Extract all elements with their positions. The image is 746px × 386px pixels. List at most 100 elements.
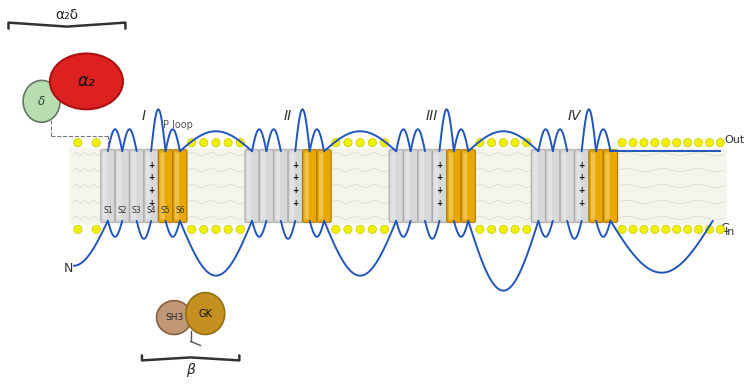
- FancyBboxPatch shape: [577, 153, 581, 219]
- Circle shape: [618, 139, 626, 147]
- FancyBboxPatch shape: [288, 150, 302, 222]
- Circle shape: [499, 139, 507, 147]
- FancyBboxPatch shape: [533, 153, 538, 219]
- Circle shape: [523, 225, 531, 234]
- Text: +: +: [579, 173, 585, 183]
- Circle shape: [640, 225, 648, 234]
- Circle shape: [332, 139, 340, 147]
- Text: I: I: [142, 109, 146, 123]
- Circle shape: [476, 139, 484, 147]
- Circle shape: [344, 139, 352, 147]
- Circle shape: [332, 225, 340, 234]
- Circle shape: [651, 139, 659, 147]
- Text: +: +: [579, 186, 585, 195]
- Circle shape: [683, 139, 692, 147]
- FancyBboxPatch shape: [290, 153, 295, 219]
- FancyBboxPatch shape: [591, 153, 595, 219]
- Circle shape: [200, 139, 208, 147]
- Circle shape: [356, 225, 364, 234]
- Circle shape: [212, 225, 220, 234]
- Circle shape: [380, 139, 389, 147]
- FancyBboxPatch shape: [449, 153, 453, 219]
- Circle shape: [212, 139, 220, 147]
- Circle shape: [92, 139, 100, 147]
- FancyBboxPatch shape: [391, 153, 395, 219]
- FancyBboxPatch shape: [604, 150, 618, 222]
- FancyBboxPatch shape: [103, 153, 107, 219]
- FancyBboxPatch shape: [317, 150, 331, 222]
- FancyBboxPatch shape: [245, 150, 259, 222]
- FancyBboxPatch shape: [574, 150, 589, 222]
- Circle shape: [92, 225, 100, 234]
- Circle shape: [356, 139, 364, 147]
- FancyBboxPatch shape: [447, 150, 461, 222]
- FancyBboxPatch shape: [261, 153, 266, 219]
- FancyBboxPatch shape: [434, 153, 439, 219]
- Circle shape: [224, 139, 232, 147]
- Circle shape: [662, 225, 670, 234]
- Text: +: +: [579, 161, 585, 169]
- FancyBboxPatch shape: [418, 150, 432, 222]
- FancyBboxPatch shape: [546, 150, 560, 222]
- Circle shape: [640, 139, 648, 147]
- Circle shape: [673, 225, 681, 234]
- FancyBboxPatch shape: [131, 153, 136, 219]
- Text: +: +: [148, 161, 154, 169]
- FancyBboxPatch shape: [406, 153, 410, 219]
- Circle shape: [695, 139, 703, 147]
- Text: β: β: [186, 363, 195, 378]
- Text: Out: Out: [724, 135, 745, 145]
- Text: II: II: [284, 109, 292, 123]
- Text: P loop: P loop: [163, 120, 193, 130]
- Circle shape: [187, 225, 195, 234]
- Circle shape: [523, 139, 531, 147]
- Circle shape: [618, 225, 626, 234]
- FancyBboxPatch shape: [144, 150, 158, 222]
- Circle shape: [369, 139, 377, 147]
- Circle shape: [488, 139, 495, 147]
- Circle shape: [488, 225, 495, 234]
- Circle shape: [236, 139, 245, 147]
- FancyBboxPatch shape: [146, 153, 150, 219]
- Text: +: +: [292, 173, 298, 183]
- Circle shape: [187, 139, 195, 147]
- Text: S6: S6: [175, 206, 185, 215]
- FancyBboxPatch shape: [420, 153, 424, 219]
- Circle shape: [662, 139, 670, 147]
- Text: +: +: [148, 186, 154, 195]
- Circle shape: [74, 139, 82, 147]
- Bar: [69, 148, 727, 224]
- Text: IV: IV: [568, 109, 581, 123]
- Ellipse shape: [157, 301, 192, 335]
- Text: C: C: [721, 222, 730, 235]
- Text: +: +: [148, 173, 154, 183]
- Circle shape: [511, 139, 519, 147]
- Circle shape: [344, 225, 352, 234]
- Circle shape: [74, 225, 82, 234]
- Text: α₂: α₂: [78, 73, 95, 90]
- Circle shape: [695, 225, 703, 234]
- FancyBboxPatch shape: [319, 153, 323, 219]
- FancyBboxPatch shape: [274, 150, 288, 222]
- FancyBboxPatch shape: [560, 150, 574, 222]
- Text: δ: δ: [38, 95, 46, 108]
- FancyBboxPatch shape: [433, 150, 447, 222]
- Text: α₂δ: α₂δ: [55, 8, 78, 22]
- Circle shape: [683, 225, 692, 234]
- FancyBboxPatch shape: [461, 150, 475, 222]
- Circle shape: [716, 139, 724, 147]
- Ellipse shape: [186, 293, 225, 335]
- Circle shape: [716, 225, 724, 234]
- FancyBboxPatch shape: [389, 150, 404, 222]
- FancyBboxPatch shape: [117, 153, 122, 219]
- Text: +: +: [436, 173, 442, 183]
- Text: +: +: [292, 161, 298, 169]
- Circle shape: [369, 225, 377, 234]
- Text: S2: S2: [118, 206, 127, 215]
- FancyBboxPatch shape: [175, 153, 179, 219]
- FancyBboxPatch shape: [589, 150, 603, 222]
- FancyBboxPatch shape: [304, 153, 309, 219]
- FancyBboxPatch shape: [463, 153, 468, 219]
- FancyBboxPatch shape: [173, 150, 187, 222]
- Text: III: III: [426, 109, 439, 123]
